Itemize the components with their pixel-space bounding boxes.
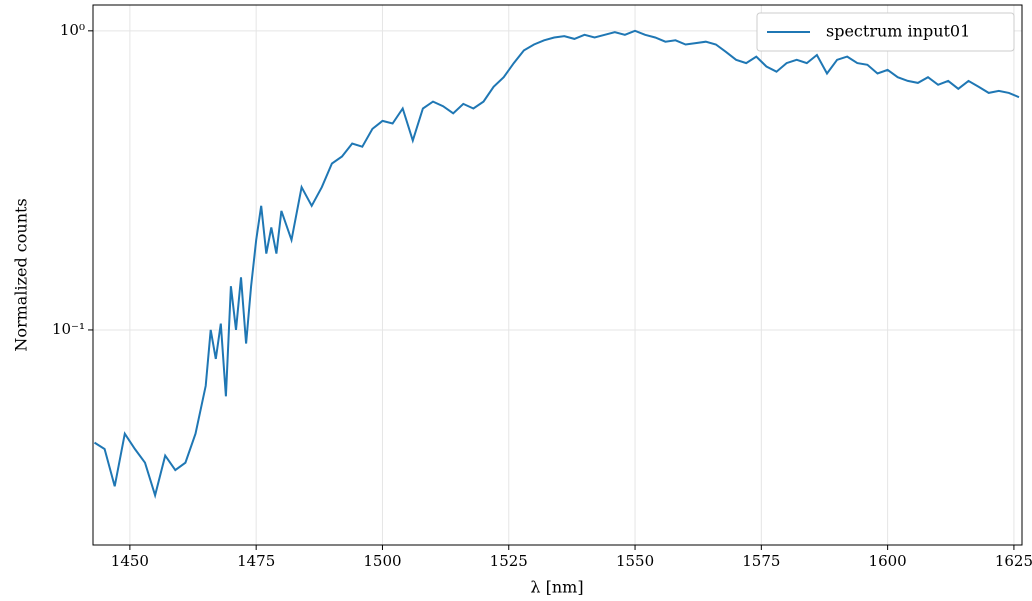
legend-box [756,12,1015,52]
x-tick-label: 1550 [616,552,654,570]
x-tick-label: 1475 [237,552,275,570]
legend-label: spectrum input01 [826,22,970,41]
y-tick-label: 10⁰ [60,21,85,39]
x-tick-label: 1450 [111,552,149,570]
x-tick-label: 1500 [363,552,401,570]
legend: spectrum input01 [756,12,1015,52]
x-axis-label: λ [nm] [530,578,583,597]
plot-frame [92,4,1023,546]
series-line [93,29,1020,499]
x-tick-label: 1600 [869,552,907,570]
y-axis-label: Normalized counts [12,198,31,351]
y-tick-label: 10⁻¹ [52,320,85,338]
x-tick-label: 1525 [490,552,528,570]
x-tick-label: 1575 [742,552,780,570]
x-tick-label: 1625 [995,552,1032,570]
